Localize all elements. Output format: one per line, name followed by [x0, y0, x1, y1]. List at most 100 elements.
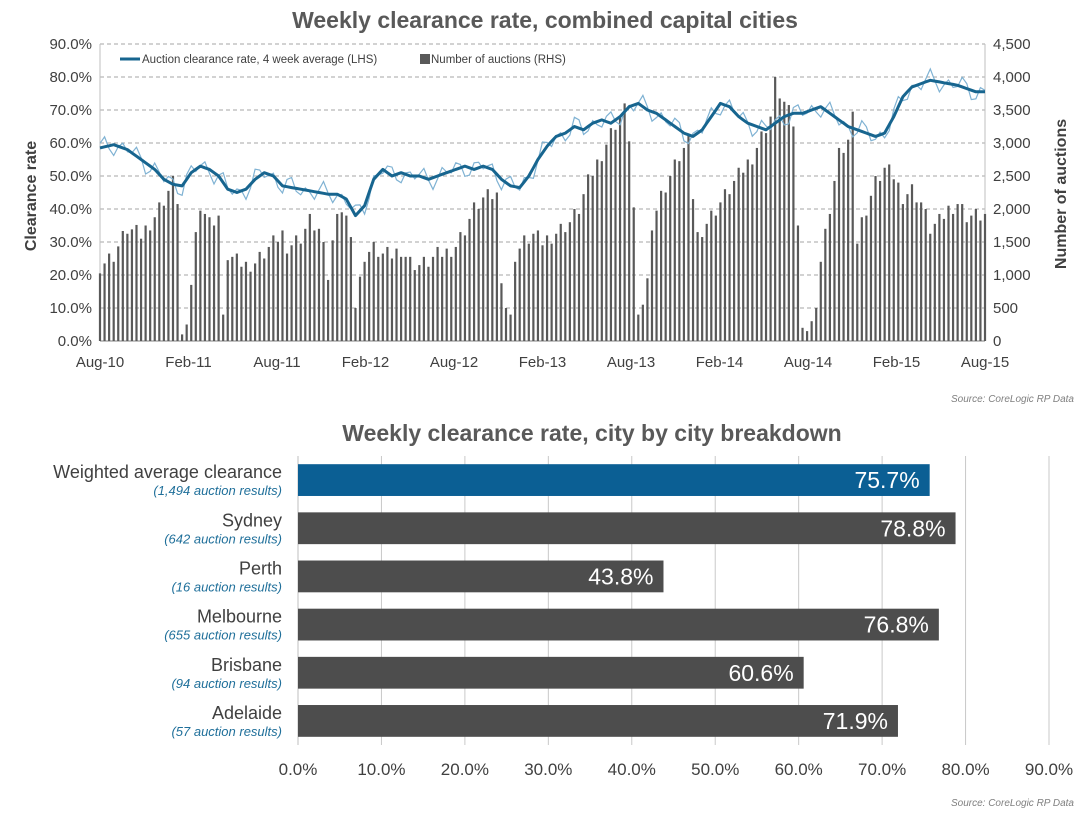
auction-count-bar	[445, 248, 448, 341]
bottom-gridlines	[297, 456, 1050, 745]
left-y-tick-label: 30.0%	[49, 234, 92, 251]
auction-count-bar	[381, 253, 384, 341]
auction-count-bar	[947, 205, 950, 341]
auction-count-bar	[819, 261, 822, 341]
auction-count-bar	[454, 246, 457, 341]
top-chart-title: Weekly clearance rate, combined capital …	[292, 7, 798, 33]
auction-count-bar	[915, 202, 918, 341]
auction-count-bar	[532, 233, 535, 341]
auction-count-bar	[910, 184, 914, 341]
bottom-chart-title: Weekly clearance rate, city by city brea…	[342, 420, 841, 446]
auction-count-bar	[641, 304, 644, 341]
x-tick-label: Aug-12	[430, 354, 478, 371]
auction-count-bar	[226, 260, 229, 341]
right-y-tick-label: 500	[993, 300, 1018, 317]
auction-count-bar	[591, 176, 594, 341]
auction-count-bar	[792, 126, 795, 341]
auction-count-bar	[787, 105, 790, 341]
auction-count-bar	[655, 210, 658, 341]
bottom-x-tick-label: 30.0%	[524, 760, 572, 779]
auction-count-bar	[112, 261, 115, 341]
x-tick-label: Feb-11	[165, 354, 211, 371]
auction-count-bar	[555, 233, 558, 341]
auction-count-bar	[450, 256, 453, 341]
x-tick-label: Feb-12	[342, 354, 390, 371]
auction-count-bar	[755, 147, 759, 341]
auction-count-bar	[212, 225, 216, 341]
auction-count-bar	[285, 253, 289, 341]
auction-count-bar	[897, 182, 900, 341]
auction-count-bar	[431, 256, 435, 341]
category-label: Perth	[239, 558, 282, 578]
auction-count-bar	[737, 167, 740, 341]
auction-count-bar	[564, 232, 567, 341]
auction-count-bar	[573, 209, 576, 341]
auction-count-bar	[650, 230, 654, 341]
auction-count-bar	[523, 235, 526, 341]
auction-count-bar	[222, 314, 225, 341]
auction-count-bar	[463, 235, 467, 341]
right-y-tick-label: 1,500	[993, 234, 1031, 251]
auction-count-bar	[723, 189, 727, 341]
auction-count-bar	[682, 147, 686, 341]
auction-count-bar	[509, 314, 512, 341]
top-clearance-lines	[99, 67, 986, 218]
auction-count-bar	[810, 321, 813, 341]
bottom-x-tick-label: 90.0%	[1025, 760, 1073, 779]
auction-count-bar	[783, 101, 786, 341]
auction-count-bar	[404, 256, 407, 341]
auction-count-bar	[970, 215, 973, 341]
auction-count-bar	[267, 246, 270, 341]
auction-count-bar	[714, 215, 717, 341]
auction-count-bar	[299, 243, 302, 341]
bottom-axis-ticks: 0.0% 10.0% 20.0% 30.0% 40.0% 50.0% 60.0% 70.0% 8…	[279, 760, 1073, 779]
top-axis-ticks: 0.0% 10.0% 20.0% 30.0% 40.0% 50.0% 60.0% 70.0% 8…	[49, 36, 1030, 371]
auction-count-bar	[313, 230, 316, 341]
auction-count-bar	[290, 245, 293, 341]
auction-count-bar	[833, 180, 836, 341]
x-tick-label: Feb-15	[873, 354, 921, 371]
category-label: Adelaide	[212, 703, 282, 723]
auction-count-bar	[801, 327, 804, 341]
auction-count-bar	[235, 253, 238, 341]
auction-count-bar	[828, 213, 831, 341]
left-y-tick-label: 60.0%	[49, 135, 92, 152]
auction-count-bar	[929, 233, 932, 341]
auction-count-bar	[135, 224, 138, 341]
auction-count-bar	[764, 133, 768, 341]
city-clearance-bar	[298, 560, 664, 593]
auction-count-bar	[956, 204, 959, 341]
auction-count-bar	[130, 229, 134, 341]
auction-count-bar	[477, 209, 480, 341]
auction-count-bar	[974, 209, 977, 341]
auction-count-bar	[482, 197, 485, 341]
auction-count-bar	[436, 246, 439, 341]
auction-count-bar	[418, 265, 421, 341]
auction-count-bar	[390, 258, 394, 341]
auction-count-bar	[728, 194, 731, 341]
auction-count-bar	[162, 205, 165, 341]
auction-count-bar	[486, 189, 489, 341]
auction-count-bar	[805, 331, 809, 341]
right-y-tick-label: 4,000	[993, 69, 1031, 86]
category-sublabel: (655 auction results)	[164, 628, 282, 643]
auction-count-bar	[865, 215, 868, 341]
category-sublabel: (57 auction results)	[171, 724, 282, 739]
auction-count-bar	[906, 194, 909, 341]
auction-count-bar	[468, 218, 471, 341]
auction-count-bar	[208, 217, 211, 341]
auction-count-bar	[276, 242, 280, 341]
auction-count-bar	[568, 222, 571, 341]
auction-count-bar	[153, 217, 156, 341]
top-auction-bars	[98, 77, 987, 342]
auction-count-bar	[117, 246, 120, 341]
auction-count-bar	[824, 228, 827, 341]
auction-count-bar	[354, 308, 357, 341]
auction-count-bar	[500, 283, 503, 341]
auction-count-bar	[742, 172, 745, 341]
auction-count-bar	[869, 195, 873, 341]
auction-count-bar	[961, 204, 964, 341]
auction-count-bar	[258, 251, 261, 341]
city-clearance-bar	[298, 512, 956, 545]
